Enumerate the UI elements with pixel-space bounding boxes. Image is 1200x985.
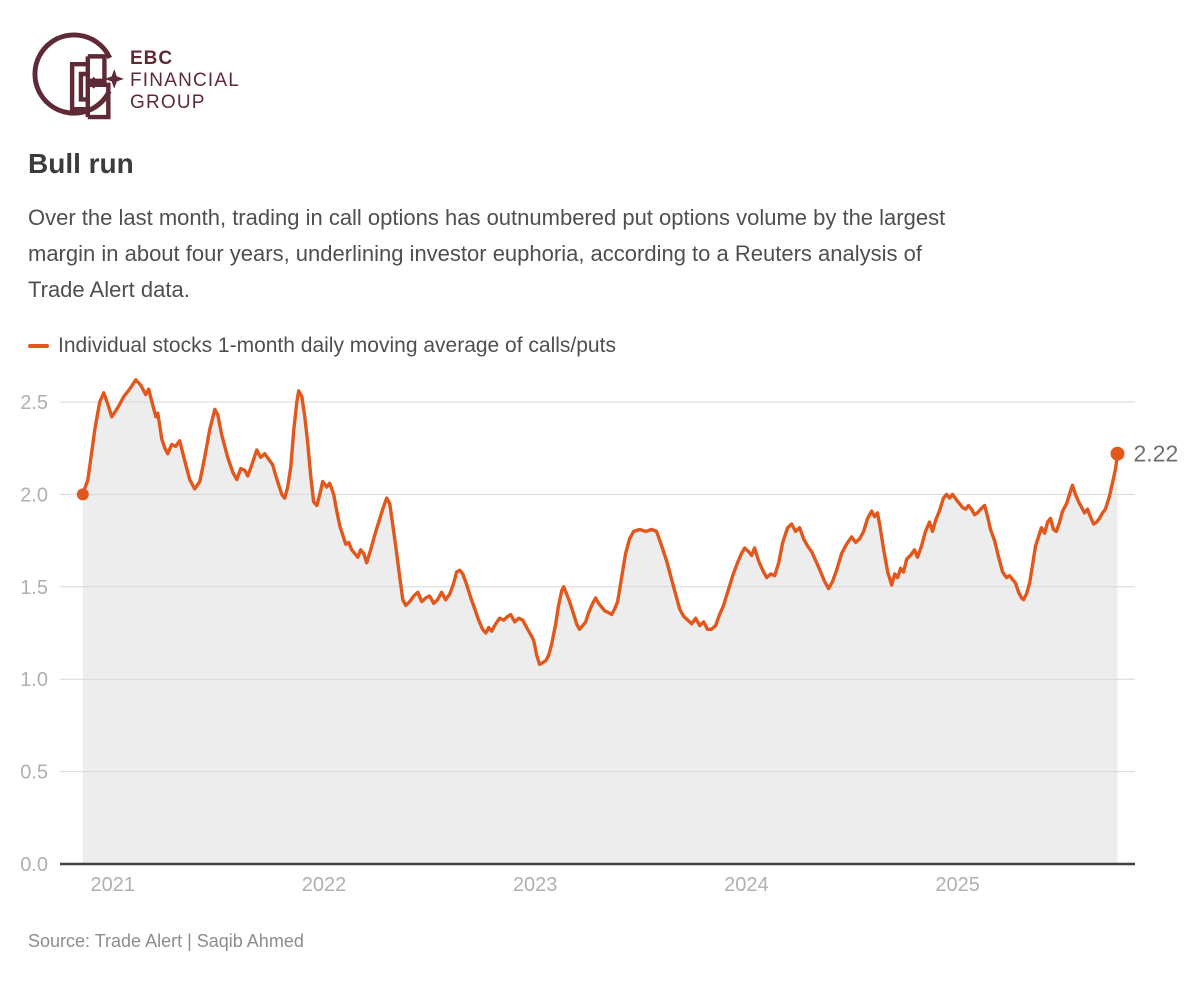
brand-line-group: GROUP	[130, 92, 206, 113]
y-tick-label: 0.5	[20, 762, 48, 784]
ebc-logo	[28, 28, 128, 120]
series-start-marker	[76, 488, 89, 501]
description-line-2: margin in about four years, underlining …	[28, 241, 922, 266]
y-tick-label: 1.0	[20, 669, 48, 691]
x-tick-label: 2021	[91, 874, 136, 896]
legend: Individual stocks 1-month daily moving a…	[28, 334, 616, 358]
legend-label: Individual stocks 1-month daily moving a…	[58, 334, 616, 357]
y-tick-label: 2.0	[20, 484, 48, 506]
ebc-logo-mark-icon	[32, 32, 124, 120]
chart-area: 0.0 0.5 1.0 1.5 2.0 2.5 2021 2022 2023 2024 2025 2.…	[0, 360, 1200, 920]
brand-name: EBC FINANCIAL GROUP	[130, 48, 240, 114]
chart-title: Bull run	[28, 148, 134, 179]
series-area-fill	[82, 379, 1118, 864]
logo-sparkle-icon	[104, 69, 124, 89]
y-tick-label: 0.0	[20, 854, 48, 876]
legend-line-swatch	[28, 344, 49, 348]
series-end-marker	[1110, 446, 1125, 461]
source-note: Source: Trade Alert | Saqib Ahmed	[28, 931, 304, 951]
y-tick-label: 2.5	[20, 392, 48, 414]
chart-description: Over the last month, trading in call opt…	[28, 200, 1158, 308]
brand-line-financial: FINANCIAL	[130, 70, 241, 91]
x-tick-label: 2024	[724, 874, 769, 896]
description-line-1: Over the last month, trading in call opt…	[28, 205, 946, 230]
x-tick-label: 2023	[513, 874, 558, 896]
calls-puts-ratio-line-chart: 0.0 0.5 1.0 1.5 2.0 2.5 2021 2022 2023 2024 2025 2.…	[20, 378, 1179, 896]
series-line	[81, 378, 1120, 667]
description-line-3: Trade Alert data.	[28, 277, 190, 302]
x-tick-label: 2025	[935, 874, 980, 896]
y-tick-label: 1.5	[20, 577, 48, 599]
last-value-label: 2.22	[1134, 441, 1179, 467]
logo-diamond-notch	[87, 76, 100, 89]
brand-line-ebc: EBC	[130, 48, 174, 69]
x-tick-label: 2022	[302, 874, 347, 896]
